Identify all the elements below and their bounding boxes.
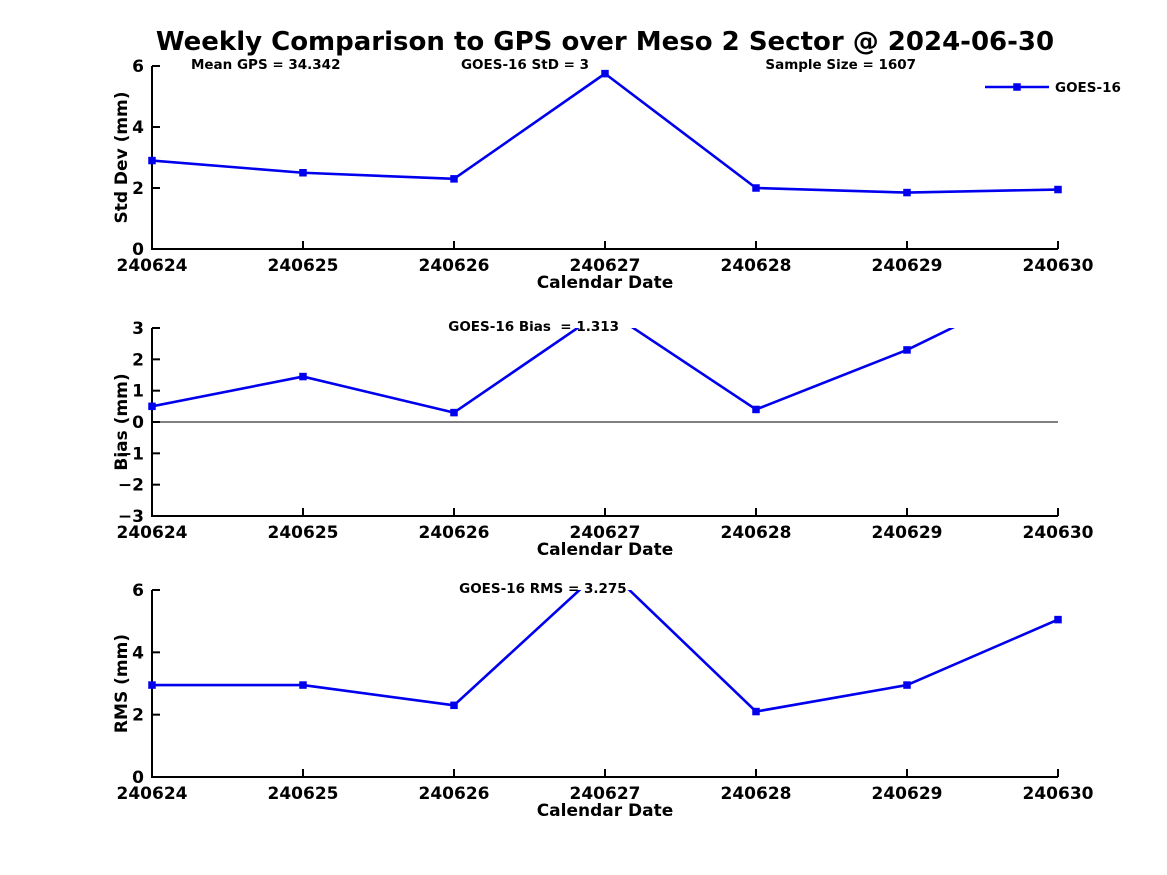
x-tick-label: 240629 [872, 256, 943, 276]
annotation-text: GOES-16 StD = 3 [461, 57, 589, 73]
y-tick-label: 2 [132, 706, 144, 726]
x-tick-label: 240629 [872, 784, 943, 804]
data-point-marker [148, 156, 156, 165]
x-tick-label: 240627 [570, 784, 641, 804]
y-tick-label: −3 [118, 507, 144, 527]
legend-label: GOES-16 [1055, 80, 1121, 96]
data-point-marker [752, 707, 760, 716]
y-tick-label: 4 [132, 643, 144, 663]
x-tick-label: 240629 [872, 523, 943, 543]
x-tick-label: 240625 [268, 523, 339, 543]
data-point-marker [1054, 185, 1062, 194]
x-tick-label: 240625 [268, 784, 339, 804]
y-tick-label: 6 [132, 57, 144, 77]
y-tick-label: 1 [132, 382, 144, 402]
x-tick-label: 240630 [1023, 256, 1094, 276]
annotation-text: Mean GPS = 34.342 [191, 57, 341, 73]
data-point-marker [148, 402, 156, 411]
subplot-bias: 240624 240625 240626 240627 240628 240629 2406… [112, 319, 1094, 560]
series-line-goes16 [152, 72, 1058, 194]
y-tick-label: 3 [132, 319, 144, 339]
annotation-text: GOES-16 RMS = 3.275 [459, 581, 627, 597]
x-tick-label: 240630 [1023, 523, 1094, 543]
y-tick-label: 0 [132, 413, 144, 433]
x-tick-label: 240624 [117, 256, 188, 276]
y-tick-label: 2 [132, 350, 144, 370]
data-point-marker [450, 175, 458, 183]
data-point-marker [1054, 615, 1062, 624]
y-axis-label: RMS (mm) [112, 634, 132, 733]
x-tick-label: 240624 [117, 784, 188, 804]
data-point-marker [903, 681, 911, 689]
y-tick-label: 2 [132, 179, 144, 199]
series-line-goes16 [152, 328, 955, 414]
x-tick-label: 240628 [721, 523, 792, 543]
subplot-std-dev: 240624 240625 240626 240627 240628 240629 2406… [112, 57, 1121, 293]
y-tick-label: 0 [132, 768, 144, 788]
y-tick-label: 4 [132, 118, 144, 138]
y-tick-label: 6 [132, 581, 144, 601]
data-point-marker [903, 188, 911, 197]
x-tick-label: 240626 [419, 256, 490, 276]
y-tick-label: −1 [118, 444, 144, 464]
x-tick-label: 240624 [117, 523, 188, 543]
data-point-marker [450, 408, 458, 417]
chart-title: Weekly Comparison to GPS over Meso 2 Sec… [155, 27, 1055, 57]
x-tick-label: 240626 [419, 784, 490, 804]
y-axis-label: Bias (mm) [112, 373, 132, 470]
x-axis-label: Calendar Date [537, 273, 674, 293]
x-tick-label: 240628 [721, 784, 792, 804]
x-tick-label: 240627 [570, 523, 641, 543]
legend-marker-square [1013, 83, 1021, 91]
data-point-marker [299, 372, 307, 381]
x-tick-label: 240628 [721, 256, 792, 276]
data-point-marker [450, 701, 458, 710]
y-tick-label: 0 [132, 240, 144, 260]
data-point-marker [299, 169, 307, 177]
x-axis-label: Calendar Date [537, 801, 674, 821]
data-point-marker [752, 184, 760, 192]
x-tick-label: 240630 [1023, 784, 1094, 804]
annotation-text: GOES-16 Bias = 1.313 [448, 319, 619, 335]
y-axis-label: Std Dev (mm) [112, 91, 132, 223]
data-point-marker [903, 346, 911, 354]
y-tick-label: −2 [118, 476, 144, 496]
x-tick-label: 240625 [268, 256, 339, 276]
legend: GOES-16 [985, 80, 1121, 96]
x-axis-label: Calendar Date [537, 540, 674, 560]
data-point-marker [148, 681, 156, 689]
data-point-marker [601, 69, 609, 78]
annotation-text: Sample Size = 1607 [765, 57, 916, 73]
x-tick-label: 240627 [570, 256, 641, 276]
data-point-marker [299, 681, 307, 689]
subplot-rms: 240624 240625 240626 240627 240628 240629 2406… [112, 581, 1094, 821]
x-tick-label: 240626 [419, 523, 490, 543]
data-point-marker [752, 405, 760, 414]
